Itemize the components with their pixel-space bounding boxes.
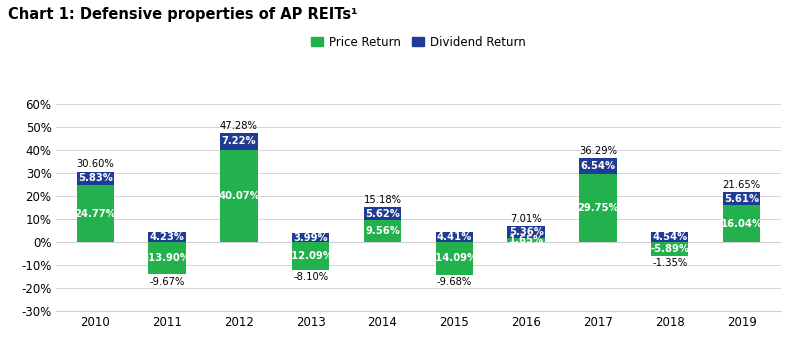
Text: -12.09%: -12.09% <box>288 251 334 261</box>
Text: 9.56%: 9.56% <box>365 226 400 236</box>
Text: -13.90%: -13.90% <box>144 253 190 263</box>
Bar <box>148 242 186 274</box>
Bar <box>292 242 329 270</box>
Text: 15.18%: 15.18% <box>363 195 402 205</box>
Bar <box>220 150 257 242</box>
Bar <box>723 192 760 205</box>
Text: -8.10%: -8.10% <box>293 272 328 282</box>
Text: 4.54%: 4.54% <box>652 232 687 242</box>
Text: 5.83%: 5.83% <box>78 173 112 183</box>
Text: 7.01%: 7.01% <box>510 214 542 224</box>
Text: -14.09%: -14.09% <box>431 254 477 263</box>
Text: 4.23%: 4.23% <box>150 232 185 242</box>
Bar <box>723 205 760 242</box>
Bar <box>436 232 473 242</box>
Text: -9.67%: -9.67% <box>149 276 185 286</box>
Text: 21.65%: 21.65% <box>723 180 760 190</box>
Bar <box>579 158 617 174</box>
Text: 4.41%: 4.41% <box>437 232 472 242</box>
Text: 16.04%: 16.04% <box>720 219 763 229</box>
Text: 1.65%: 1.65% <box>508 235 544 245</box>
Bar <box>651 232 689 242</box>
Text: 5.36%: 5.36% <box>508 227 544 237</box>
Bar <box>508 238 545 242</box>
Bar <box>508 226 545 238</box>
Text: 5.61%: 5.61% <box>724 194 759 204</box>
Bar <box>77 185 114 242</box>
Text: 7.22%: 7.22% <box>222 136 256 146</box>
Bar <box>436 242 473 275</box>
Text: 6.54%: 6.54% <box>580 161 615 171</box>
Text: 47.28%: 47.28% <box>220 121 258 131</box>
Bar <box>292 233 329 242</box>
Text: 36.29%: 36.29% <box>579 146 617 156</box>
Bar <box>579 174 617 242</box>
Text: 3.99%: 3.99% <box>293 233 328 243</box>
Text: -5.89%: -5.89% <box>650 244 689 254</box>
Text: Chart 1: Defensive properties of AP REITs¹: Chart 1: Defensive properties of AP REIT… <box>8 7 358 22</box>
Text: 5.62%: 5.62% <box>365 209 400 219</box>
Text: -9.68%: -9.68% <box>437 277 472 287</box>
Legend: Price Return, Dividend Return: Price Return, Dividend Return <box>306 31 531 53</box>
Text: -1.35%: -1.35% <box>652 258 687 268</box>
Bar <box>220 133 257 150</box>
Bar <box>148 233 186 242</box>
Bar <box>364 220 401 242</box>
Text: 29.75%: 29.75% <box>577 203 618 213</box>
Text: 30.60%: 30.60% <box>77 159 114 169</box>
Bar <box>364 207 401 220</box>
Bar <box>651 242 689 256</box>
Bar <box>77 172 114 185</box>
Text: 40.07%: 40.07% <box>218 191 260 201</box>
Text: 24.77%: 24.77% <box>74 209 116 219</box>
